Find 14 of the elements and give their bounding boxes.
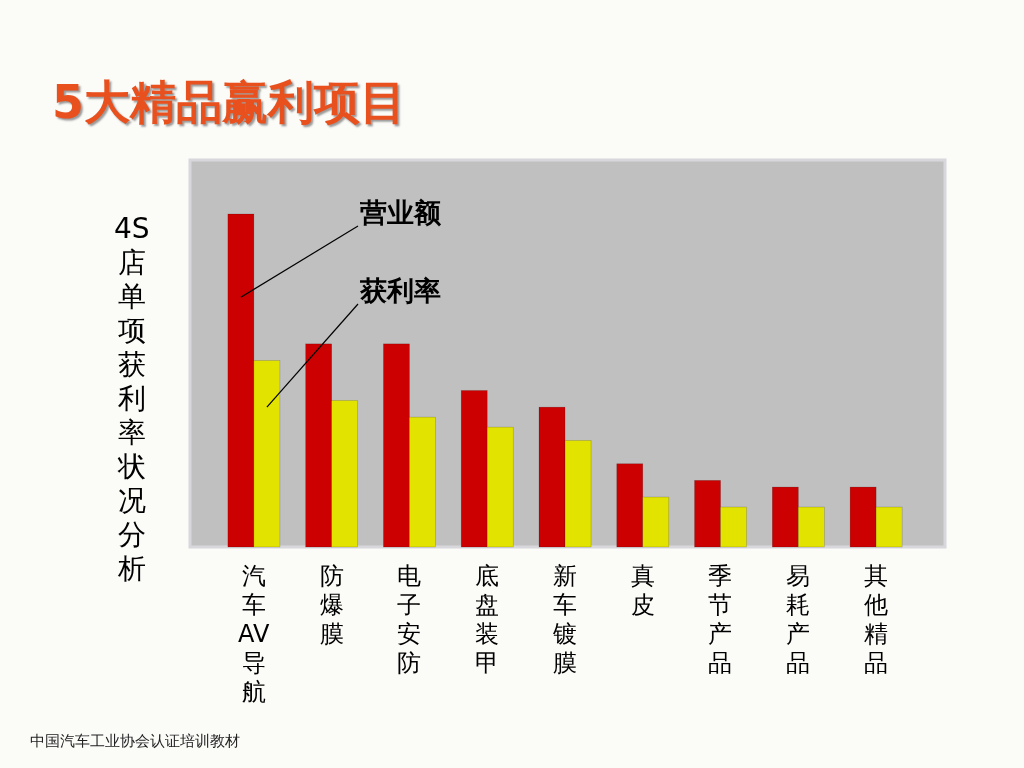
x-tick-label: 季节产品 [707,562,734,678]
text: 中国汽车工业协会认证培训教材 [30,732,240,751]
chart-title: 5大精品赢利项目 [52,74,407,131]
x-tick-label: 新车镀膜 [551,562,578,678]
x-tick-label: 真皮 [629,562,656,620]
text: 获利率 [359,275,441,306]
x-tick-label: 防爆膜 [318,562,345,649]
x-tick-label: 汽车AV导航 [237,562,271,707]
x-tick-label: 电子安防 [396,562,423,678]
x-tick-label: 易耗产品 [785,562,812,678]
x-tick-label: 底盘装甲 [474,562,501,678]
x-tick-label: 其他精品 [863,562,889,678]
text: 营业额 [359,197,442,228]
y-axis-title: 4S店单项获利率状况分析 [113,212,151,586]
